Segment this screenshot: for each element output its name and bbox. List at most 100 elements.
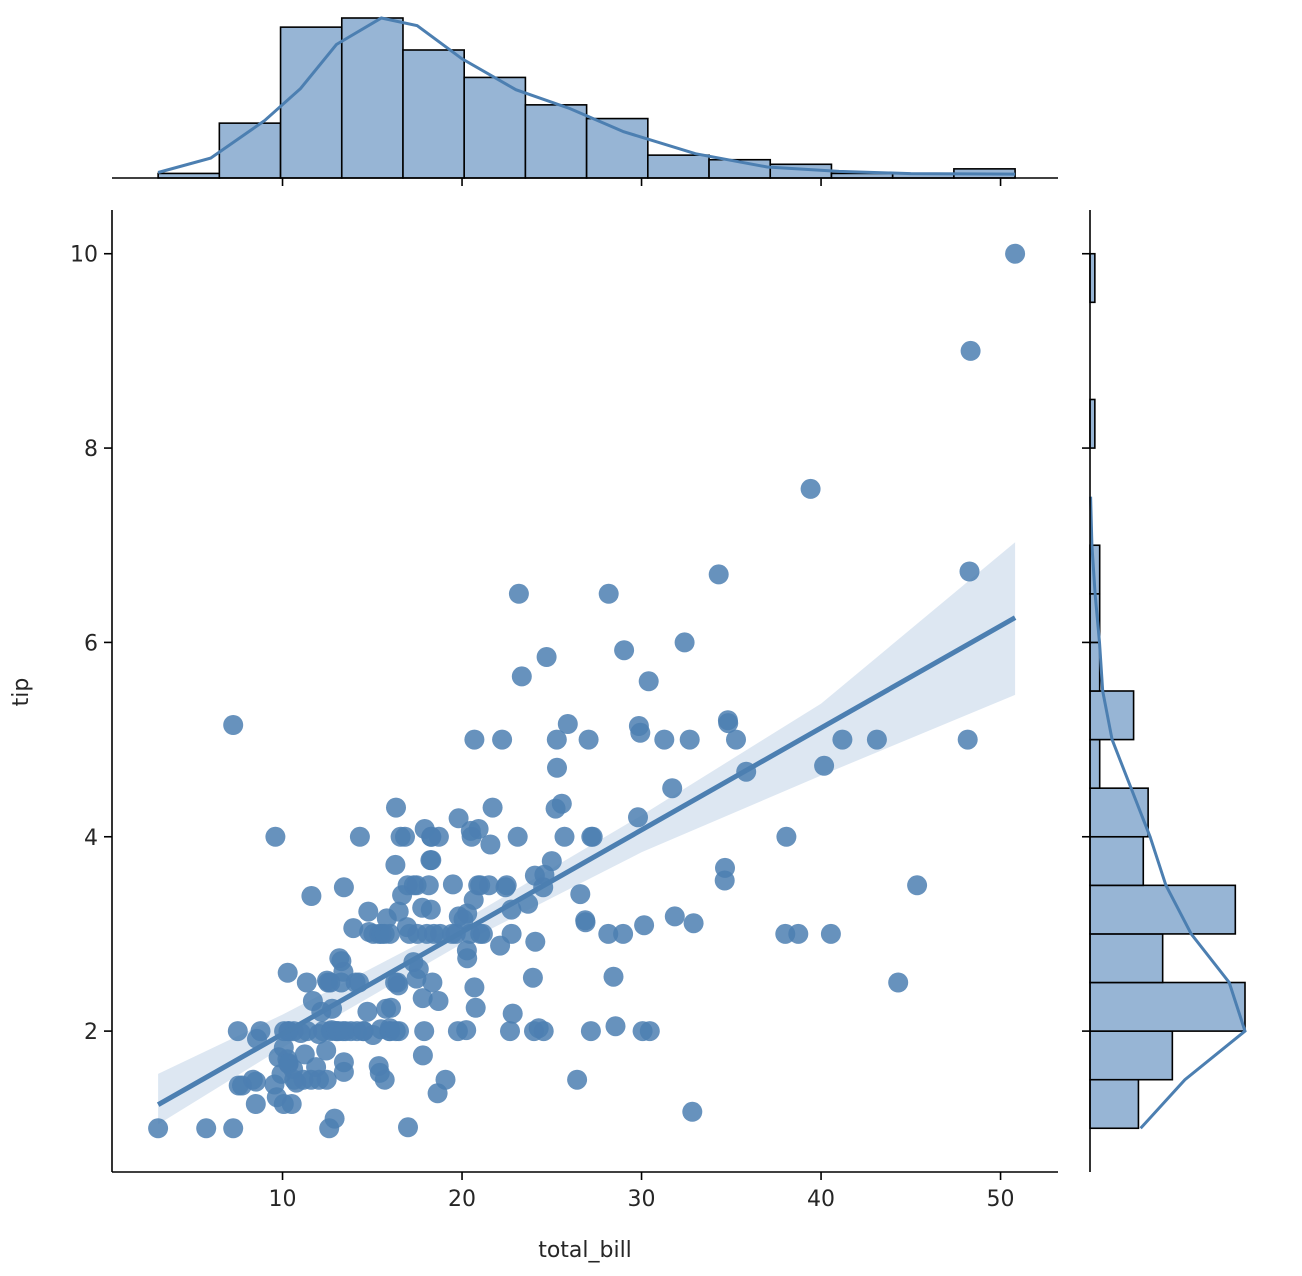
x-tick-label: 30 <box>628 1187 656 1212</box>
scatter-point <box>277 962 298 983</box>
scatter-point <box>726 729 746 750</box>
scatter-point <box>679 729 700 750</box>
scatter-point <box>554 826 575 847</box>
scatter-point <box>567 1069 588 1090</box>
scatter-point <box>525 931 546 952</box>
scatter-point <box>482 797 503 818</box>
right-hist-bar <box>1089 738 1101 789</box>
scatter-point <box>246 1071 266 1092</box>
scatter-point <box>428 826 449 847</box>
scatter-point <box>379 923 400 944</box>
scatter-point <box>507 826 528 847</box>
scatter-point <box>418 875 439 896</box>
regression-confidence-band <box>158 542 1016 1125</box>
scatter-point <box>398 1117 418 1138</box>
x-tick-label: 20 <box>448 1187 476 1212</box>
scatter-point <box>435 1069 456 1090</box>
x-tick-label: 50 <box>987 1187 1015 1212</box>
scatter-point <box>776 826 797 847</box>
scatter-point <box>389 1021 409 1042</box>
scatter-point <box>501 923 522 944</box>
y-tick-label: 2 <box>84 1020 98 1045</box>
scatter-point <box>250 1021 271 1042</box>
scatter-point <box>814 755 835 776</box>
top-hist-ticks <box>281 178 1002 186</box>
right-hist-bar <box>1089 884 1237 935</box>
scatter-point <box>343 918 364 939</box>
scatter-point <box>907 875 928 896</box>
scatter-point <box>412 988 433 1009</box>
scatter-point <box>472 923 493 944</box>
y-tick-label: 4 <box>84 826 98 851</box>
scatter-point <box>324 1108 345 1129</box>
scatter-point <box>333 877 354 898</box>
scatter-point <box>316 1069 337 1090</box>
scatter-point <box>296 972 317 993</box>
scatter-point <box>456 1020 477 1041</box>
scatter-point <box>654 729 675 750</box>
scatter-point <box>412 1045 433 1066</box>
top-hist-bar <box>647 154 710 179</box>
scatter-point <box>281 1094 302 1114</box>
y-axis-ticks: 2 4 6 8 10 <box>70 243 112 1045</box>
scatter-point <box>245 1094 266 1114</box>
scatter-point <box>605 1016 626 1037</box>
scatter-point <box>388 901 409 922</box>
scatter-point <box>638 671 659 692</box>
marginal-x-histogram <box>157 16 1016 179</box>
scatter-point <box>960 340 981 361</box>
scatter-point <box>502 1003 523 1024</box>
scatter-point <box>603 966 624 987</box>
scatter-point <box>959 561 980 582</box>
scatter-point <box>465 997 486 1018</box>
scatter-point <box>492 729 513 750</box>
scatter-point <box>496 875 517 896</box>
scatter-point <box>381 997 401 1018</box>
scatter-point <box>358 901 379 922</box>
scatter-point <box>265 826 286 847</box>
scatter-point <box>570 884 591 905</box>
scatter-point <box>800 478 821 499</box>
scatter-point <box>374 1069 395 1090</box>
right-hist-bar <box>1089 1030 1174 1081</box>
scatter-point <box>448 808 469 829</box>
scatter-point <box>683 913 704 934</box>
scatter-point <box>522 967 543 988</box>
right-hist-bar <box>1089 641 1101 692</box>
y-axis-label: tip <box>9 678 34 707</box>
scatter-point <box>598 583 619 604</box>
right-hist-bar <box>1089 835 1145 887</box>
scatter-point <box>888 972 909 993</box>
scatter-point <box>457 948 478 969</box>
scatter-point <box>223 1118 244 1139</box>
x-tick-label: 10 <box>269 1187 297 1212</box>
scatter-points <box>148 243 1026 1139</box>
scatter-point <box>547 757 567 778</box>
scatter-point <box>414 1021 435 1042</box>
scatter-point <box>541 851 562 872</box>
right-hist-bar <box>1089 787 1149 838</box>
scatter-point <box>349 826 370 847</box>
scatter-point <box>480 834 501 855</box>
top-hist-bar <box>402 49 465 179</box>
scatter-point <box>557 714 578 734</box>
scatter-point <box>718 713 739 734</box>
scatter-point <box>464 729 485 750</box>
scatter-point <box>533 1021 554 1042</box>
scatter-point <box>580 1021 601 1042</box>
scatter-point <box>464 977 485 998</box>
y-tick-label: 6 <box>84 631 98 656</box>
scatter-point <box>357 1001 378 1022</box>
right-hist-bar <box>1089 981 1246 1032</box>
scatter-point <box>614 640 635 661</box>
scatter-point <box>866 729 887 750</box>
scatter-point <box>316 1040 337 1061</box>
scatter-point <box>395 826 415 847</box>
scatter-point <box>421 850 442 871</box>
scatter-point <box>598 923 619 944</box>
top-hist-bar <box>463 76 527 179</box>
scatter-point <box>388 975 409 996</box>
top-hist-kde-curve <box>157 16 1016 176</box>
x-tick-label: 40 <box>807 1187 835 1212</box>
right-hist-kde-curve <box>1089 496 1247 1130</box>
